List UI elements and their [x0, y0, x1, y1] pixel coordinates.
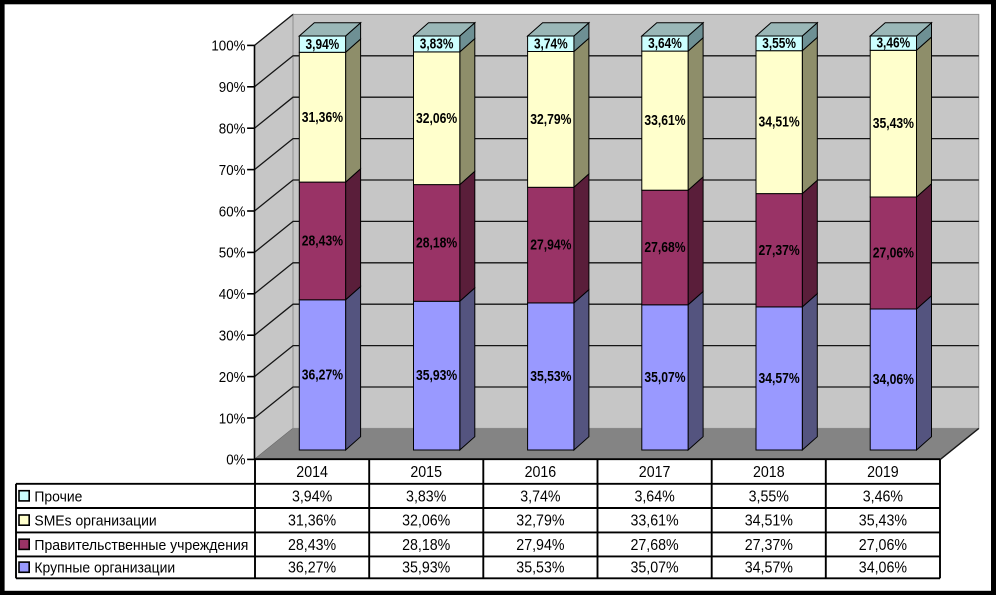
svg-text:31,36%: 31,36% [288, 513, 336, 530]
svg-text:3,64%: 3,64% [648, 36, 682, 52]
svg-text:32,06%: 32,06% [402, 513, 450, 530]
svg-text:35,53%: 35,53% [516, 560, 564, 577]
svg-text:35,93%: 35,93% [416, 368, 457, 384]
svg-text:SMEs организации: SMEs организации [34, 513, 156, 530]
svg-text:34,57%: 34,57% [745, 560, 793, 577]
svg-text:32,79%: 32,79% [516, 513, 564, 530]
svg-text:3,94%: 3,94% [292, 488, 333, 505]
svg-text:2016: 2016 [525, 464, 557, 481]
svg-text:28,18%: 28,18% [416, 236, 457, 252]
svg-text:Правительственные учреждения: Правительственные учреждения [34, 537, 248, 554]
svg-text:27,37%: 27,37% [759, 243, 800, 259]
svg-text:2015: 2015 [410, 464, 442, 481]
svg-text:Прочие: Прочие [34, 488, 82, 505]
svg-text:27,06%: 27,06% [873, 246, 914, 262]
svg-text:3,83%: 3,83% [406, 488, 447, 505]
svg-text:32,06%: 32,06% [416, 111, 457, 127]
svg-text:36,27%: 36,27% [288, 560, 336, 577]
svg-text:100%: 100% [211, 38, 245, 55]
svg-text:34,51%: 34,51% [745, 513, 793, 530]
svg-text:3,46%: 3,46% [863, 488, 904, 505]
svg-text:33,61%: 33,61% [631, 513, 679, 530]
svg-text:Крупные организации: Крупные организации [34, 560, 175, 577]
svg-text:28,43%: 28,43% [302, 234, 343, 250]
svg-text:35,43%: 35,43% [859, 513, 907, 530]
svg-text:3,83%: 3,83% [420, 37, 454, 53]
svg-text:35,93%: 35,93% [402, 560, 450, 577]
svg-text:27,68%: 27,68% [631, 537, 679, 554]
svg-text:0%: 0% [226, 452, 245, 469]
svg-text:34,06%: 34,06% [873, 372, 914, 388]
svg-text:27,37%: 27,37% [745, 537, 793, 554]
svg-text:2019: 2019 [867, 464, 899, 481]
svg-text:3,64%: 3,64% [634, 488, 675, 505]
svg-text:80%: 80% [219, 121, 246, 138]
svg-text:2018: 2018 [753, 464, 785, 481]
svg-text:3,55%: 3,55% [749, 488, 790, 505]
svg-text:34,57%: 34,57% [759, 371, 800, 387]
svg-text:40%: 40% [219, 286, 246, 303]
svg-text:31,36%: 31,36% [302, 110, 343, 126]
svg-text:3,74%: 3,74% [534, 36, 568, 52]
svg-text:27,06%: 27,06% [859, 537, 907, 554]
svg-text:33,61%: 33,61% [644, 113, 685, 129]
svg-text:34,51%: 34,51% [759, 115, 800, 131]
svg-text:35,07%: 35,07% [644, 370, 685, 386]
svg-text:3,46%: 3,46% [876, 36, 910, 52]
svg-text:3,55%: 3,55% [762, 36, 796, 52]
svg-text:28,18%: 28,18% [402, 537, 450, 554]
svg-text:34,06%: 34,06% [859, 560, 907, 577]
svg-text:3,74%: 3,74% [520, 488, 561, 505]
svg-text:2014: 2014 [296, 464, 328, 481]
svg-text:35,53%: 35,53% [530, 369, 571, 385]
svg-text:27,94%: 27,94% [530, 238, 571, 254]
svg-text:90%: 90% [219, 79, 246, 96]
svg-text:50%: 50% [219, 245, 246, 262]
svg-text:27,68%: 27,68% [644, 240, 685, 256]
svg-text:60%: 60% [219, 203, 246, 220]
svg-text:3,94%: 3,94% [306, 37, 340, 53]
svg-text:10%: 10% [219, 410, 246, 427]
svg-text:2017: 2017 [639, 464, 671, 481]
svg-text:35,43%: 35,43% [873, 116, 914, 132]
svg-text:27,94%: 27,94% [516, 537, 564, 554]
svg-text:36,27%: 36,27% [302, 368, 343, 384]
svg-text:32,79%: 32,79% [530, 112, 571, 128]
svg-text:70%: 70% [219, 162, 246, 179]
svg-text:20%: 20% [219, 369, 246, 386]
svg-text:28,43%: 28,43% [288, 537, 336, 554]
svg-text:35,07%: 35,07% [631, 560, 679, 577]
svg-text:30%: 30% [219, 328, 246, 345]
